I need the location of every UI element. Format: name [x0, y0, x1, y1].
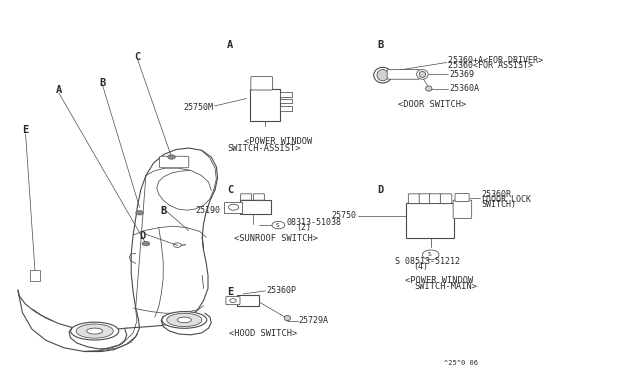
Ellipse shape — [377, 70, 388, 81]
Text: ^25^0 06: ^25^0 06 — [444, 360, 478, 366]
Text: <POWER WINDOW: <POWER WINDOW — [405, 276, 474, 285]
FancyBboxPatch shape — [250, 89, 280, 121]
Text: 08313-51038: 08313-51038 — [286, 218, 341, 227]
Circle shape — [272, 221, 285, 229]
Text: <DOOR SWITCH>: <DOOR SWITCH> — [398, 100, 467, 109]
Text: S: S — [428, 252, 431, 257]
Text: E: E — [22, 125, 29, 135]
Circle shape — [142, 241, 150, 246]
Circle shape — [230, 299, 236, 302]
FancyBboxPatch shape — [280, 99, 292, 103]
Text: D: D — [140, 231, 146, 241]
Text: A: A — [56, 85, 63, 95]
Text: A: A — [227, 40, 234, 49]
Text: 25360<FOR ASSIST>: 25360<FOR ASSIST> — [448, 61, 533, 70]
Text: 25729A: 25729A — [299, 316, 329, 325]
FancyBboxPatch shape — [240, 200, 271, 214]
Text: SWITCH-ASSIST>: SWITCH-ASSIST> — [227, 144, 300, 153]
Text: 25750M: 25750M — [183, 103, 213, 112]
FancyBboxPatch shape — [237, 295, 259, 306]
FancyBboxPatch shape — [453, 200, 472, 218]
Text: E: E — [227, 287, 234, 297]
Ellipse shape — [166, 313, 202, 327]
Text: (DOOR LOCK: (DOOR LOCK — [481, 195, 531, 204]
Text: 25360A: 25360A — [449, 84, 479, 93]
FancyBboxPatch shape — [30, 270, 40, 281]
Text: <SUNROOF SWITCH>: <SUNROOF SWITCH> — [234, 234, 317, 243]
Ellipse shape — [177, 317, 191, 323]
Circle shape — [168, 155, 175, 159]
Text: B: B — [378, 40, 384, 49]
FancyBboxPatch shape — [159, 156, 189, 168]
Text: C: C — [227, 185, 234, 195]
FancyBboxPatch shape — [251, 77, 273, 90]
Ellipse shape — [162, 312, 207, 328]
Text: 25750: 25750 — [332, 211, 356, 220]
FancyBboxPatch shape — [387, 70, 420, 79]
Circle shape — [173, 243, 181, 247]
Ellipse shape — [417, 70, 428, 79]
Text: S 08513-51212: S 08513-51212 — [395, 257, 460, 266]
Text: B: B — [99, 78, 106, 87]
Circle shape — [136, 211, 143, 215]
FancyBboxPatch shape — [224, 202, 242, 213]
FancyBboxPatch shape — [253, 194, 264, 200]
Text: 25360P: 25360P — [267, 286, 297, 295]
Text: SWITCH): SWITCH) — [481, 201, 516, 209]
Text: SWITCH-MAIN>: SWITCH-MAIN> — [414, 282, 477, 291]
Text: (4): (4) — [413, 262, 428, 271]
Circle shape — [422, 250, 439, 260]
Ellipse shape — [426, 86, 432, 91]
Text: <HOOD SWITCH>: <HOOD SWITCH> — [229, 329, 298, 338]
Circle shape — [228, 204, 239, 210]
Ellipse shape — [70, 322, 119, 340]
FancyBboxPatch shape — [406, 203, 454, 238]
Text: B: B — [160, 206, 166, 216]
Ellipse shape — [87, 328, 102, 334]
FancyBboxPatch shape — [455, 193, 469, 202]
Ellipse shape — [374, 67, 392, 83]
FancyBboxPatch shape — [226, 296, 240, 305]
Ellipse shape — [76, 324, 113, 338]
Text: 25369: 25369 — [449, 70, 474, 79]
FancyBboxPatch shape — [429, 194, 441, 203]
FancyBboxPatch shape — [419, 194, 431, 203]
Ellipse shape — [419, 71, 426, 77]
Text: (2): (2) — [296, 223, 311, 232]
FancyBboxPatch shape — [408, 194, 420, 203]
Text: C: C — [134, 52, 141, 61]
Text: S: S — [275, 222, 279, 228]
Text: D: D — [378, 185, 384, 195]
FancyBboxPatch shape — [440, 194, 452, 203]
Text: <POWER WINDOW: <POWER WINDOW — [244, 137, 313, 146]
Ellipse shape — [284, 315, 291, 321]
FancyBboxPatch shape — [280, 92, 292, 97]
Text: 25360+A<FOR DRIVER>: 25360+A<FOR DRIVER> — [448, 56, 543, 65]
Text: 25360R: 25360R — [481, 190, 511, 199]
FancyBboxPatch shape — [280, 106, 292, 111]
Text: 25190: 25190 — [196, 206, 221, 215]
FancyBboxPatch shape — [241, 194, 252, 200]
